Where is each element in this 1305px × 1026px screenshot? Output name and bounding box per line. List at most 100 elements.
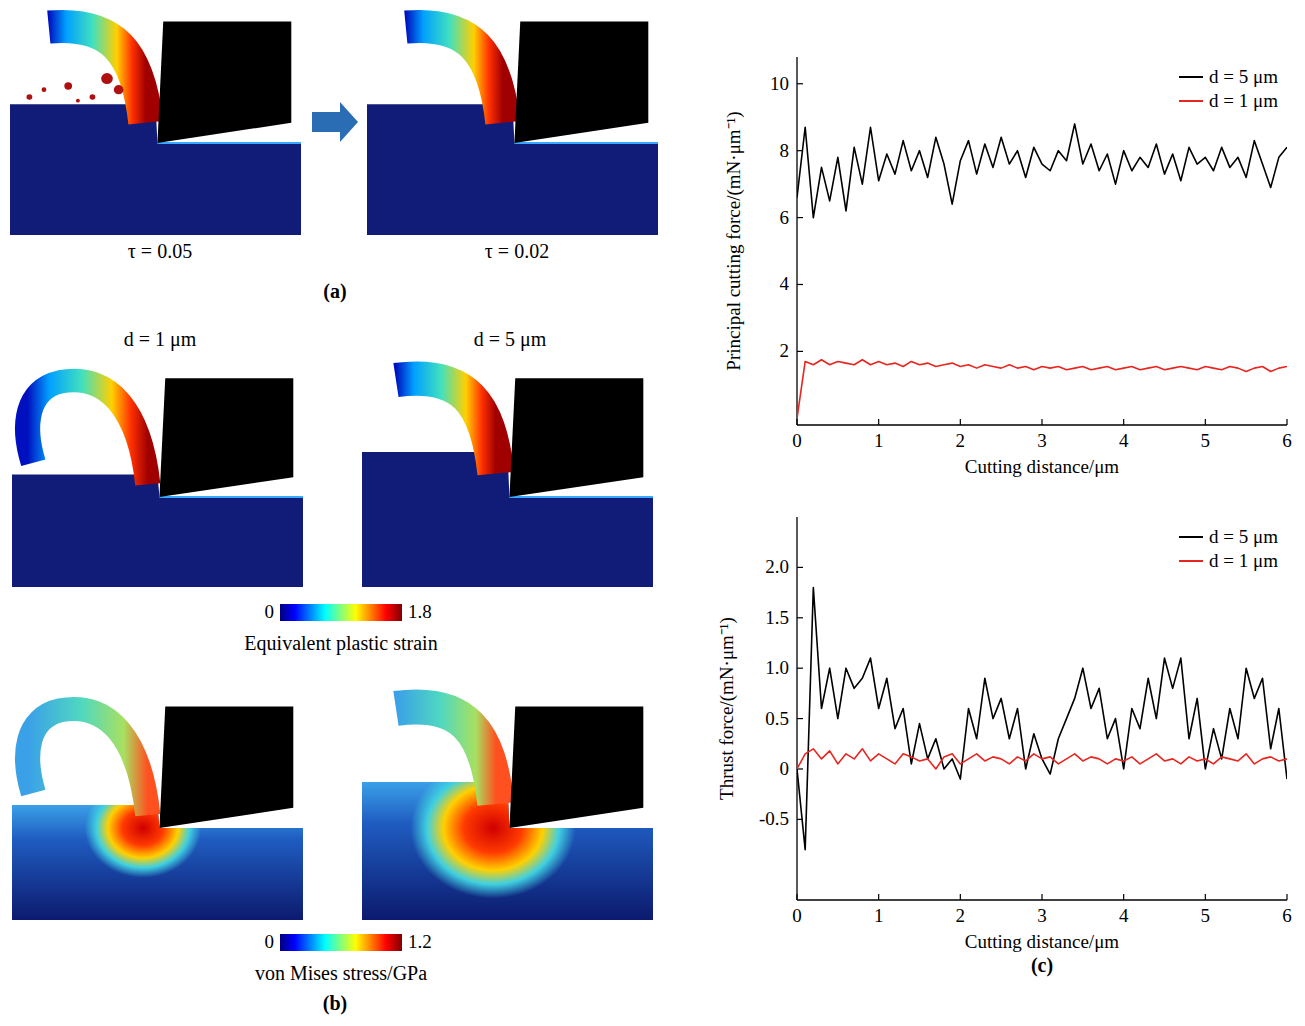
machined-surface — [157, 142, 301, 144]
tool — [159, 378, 293, 497]
y-tick — [797, 718, 803, 719]
x-tick — [1286, 894, 1287, 900]
y-axis — [796, 517, 797, 900]
figure: τ = 0.05τ = 0.02(a)d = 1 μmd = 5 μm01.8E… — [0, 0, 1305, 1026]
legend-swatch — [1179, 536, 1203, 538]
chip — [396, 707, 496, 804]
chip — [28, 709, 148, 815]
x-axis-title: Cutting distance/μm — [965, 931, 1119, 952]
x-axis-title: Cutting distance/μm — [965, 456, 1119, 477]
y-tick — [797, 83, 803, 84]
y-tick-label: 0 — [780, 758, 790, 779]
y-tick-label: 0.5 — [765, 708, 789, 729]
panel-label: (b) — [323, 992, 347, 1015]
x-tick — [796, 894, 797, 900]
x-tick-label: 3 — [1037, 430, 1047, 451]
colorbar-title: Equivalent plastic strain — [244, 632, 437, 655]
x-tick-label: 4 — [1119, 905, 1129, 926]
x-tick — [1205, 894, 1206, 900]
y-tick-label: 8 — [780, 140, 790, 161]
colorbar — [280, 934, 402, 951]
y-tick — [797, 284, 803, 285]
chip — [396, 378, 496, 473]
colorbar — [280, 604, 402, 621]
column-head: d = 1 μm — [124, 328, 197, 351]
legend-swatch — [1179, 100, 1203, 102]
x-tick-label: 0 — [792, 905, 802, 926]
simulation-image — [12, 378, 303, 587]
x-tick — [1041, 419, 1042, 425]
colorbar-tick-label: 0 — [265, 601, 275, 622]
simulation-image — [362, 707, 653, 920]
x-tick-label: 5 — [1201, 430, 1211, 451]
debris — [26, 94, 32, 100]
debris — [90, 94, 96, 100]
y-tick — [797, 668, 803, 669]
tool — [159, 707, 293, 828]
debris — [42, 87, 47, 92]
legend: d = 5 μmd = 1 μm — [1179, 526, 1278, 571]
tool — [509, 707, 643, 828]
panel-label: (a) — [323, 280, 346, 303]
debris — [114, 85, 124, 94]
series-line — [797, 588, 1287, 850]
x-tick-label: 6 — [1282, 905, 1292, 926]
colorbar-tick-label: 1.2 — [408, 931, 432, 952]
y-tick-label: 1.0 — [765, 657, 789, 678]
x-tick-label: 0 — [792, 430, 802, 451]
y-tick — [797, 617, 803, 618]
y-tick — [797, 351, 803, 352]
colorbar-title: von Mises stress/GPa — [255, 962, 427, 984]
x-tick-label: 6 — [1282, 430, 1292, 451]
x-tick-label: 2 — [956, 430, 966, 451]
x-tick — [878, 419, 879, 425]
x-tick — [796, 419, 797, 425]
caption: τ = 0.05 — [128, 240, 192, 262]
x-tick — [1205, 419, 1206, 425]
machined-surface — [514, 142, 658, 144]
series-line — [797, 749, 1287, 769]
machined-surface — [159, 496, 303, 498]
y-tick — [797, 217, 803, 218]
plot-lines — [797, 588, 1287, 850]
x-tick — [960, 419, 961, 425]
x-tick — [1123, 894, 1124, 900]
machined-surface — [509, 496, 653, 498]
x-tick-label: 1 — [874, 905, 884, 926]
simulation-image — [367, 22, 658, 235]
simulation-image — [12, 707, 303, 920]
workpiece — [12, 475, 303, 588]
y-tick-label: 2.0 — [765, 556, 789, 577]
y-tick — [797, 567, 803, 568]
chip — [49, 26, 146, 122]
x-tick-label: 2 — [956, 905, 966, 926]
debris — [64, 82, 72, 89]
x-tick — [878, 894, 879, 900]
colorbar-tick-label: 0 — [265, 931, 275, 952]
y-tick-label: 6 — [780, 207, 790, 228]
colorbar-tick-label: 1.8 — [408, 601, 432, 622]
legend-label: d = 5 μm — [1209, 526, 1278, 547]
x-tick-label: 4 — [1119, 430, 1129, 451]
y-tick-label: -0.5 — [759, 808, 789, 829]
legend-label: d = 5 μm — [1209, 66, 1278, 87]
panel-label: (c) — [1031, 954, 1053, 977]
chart: 0123456-0.500.51.01.52.0Thrust force/(mN… — [716, 517, 1292, 952]
x-tick-label: 3 — [1037, 905, 1047, 926]
x-tick — [1041, 894, 1042, 900]
y-axis — [796, 57, 797, 425]
chart: 0123456246810Principal cutting force/(mN… — [723, 57, 1292, 477]
debris — [76, 99, 80, 103]
x-tick — [960, 894, 961, 900]
simulation-image — [362, 378, 653, 587]
legend-label: d = 1 μm — [1209, 90, 1278, 111]
plot-lines — [797, 124, 1287, 418]
x-tick — [1286, 419, 1287, 425]
simulation-image — [10, 22, 301, 235]
tool — [509, 378, 643, 497]
y-tick-label: 10 — [770, 73, 789, 94]
x-tick-label: 1 — [874, 430, 884, 451]
debris — [101, 73, 113, 84]
chip — [28, 381, 148, 485]
x-tick — [1123, 419, 1124, 425]
